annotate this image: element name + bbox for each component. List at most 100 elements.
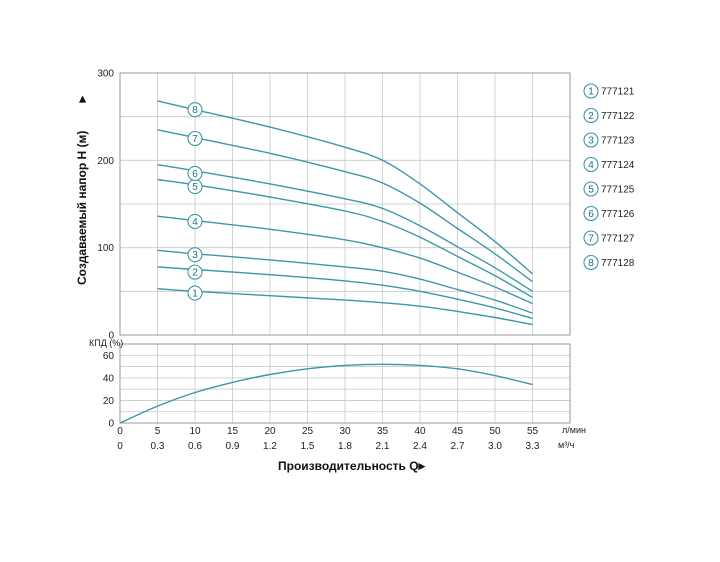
legend-code: 777124 — [601, 160, 635, 171]
curve-marker-number: 2 — [192, 268, 198, 279]
curve-marker-4: 4 — [187, 213, 203, 230]
x-tick-label-m3h: 2.4 — [413, 441, 427, 452]
legend-code: 777128 — [601, 258, 635, 269]
x-tick-label-m3h: 0.6 — [188, 441, 202, 452]
curve-marker-1: 1 — [187, 285, 203, 301]
curve-marker-6: 6 — [187, 165, 203, 181]
x-tick-label-lpm: 20 — [264, 426, 276, 437]
curve-marker-number: 6 — [192, 169, 198, 180]
curve-marker-number: 4 — [192, 217, 198, 228]
y-axis-title-group: Создаваемый напор H (м) ► — [75, 93, 89, 285]
head-y-tick-label: 300 — [97, 69, 114, 80]
head-y-tick-label: 200 — [97, 156, 114, 167]
head-curve-2 — [157, 266, 533, 320]
x-tick-label-m3h: 3.3 — [526, 441, 540, 452]
legend-item-6: 6 777126 — [583, 205, 635, 222]
x-tick-label-lpm: 10 — [189, 426, 201, 437]
y-axis-title-arrow: ► — [75, 93, 89, 105]
legend-number: 4 — [588, 160, 594, 171]
curve-marker-circle — [187, 285, 203, 301]
x-unit-m3h: м³/ч — [558, 440, 575, 450]
curve-marker-circle — [187, 264, 203, 280]
legend-code: 777125 — [601, 185, 635, 196]
efficiency-chart-frame — [119, 343, 571, 424]
x-tick-label-lpm: 55 — [527, 426, 539, 437]
legend-item-7: 7 777127 — [583, 230, 635, 246]
legend-code: 777121 — [601, 87, 635, 98]
efficiency-curves — [119, 363, 533, 424]
x-axis-title: Производительность Q — [278, 459, 419, 473]
legend-number: 3 — [588, 136, 594, 147]
efficiency-y-tick-label: 60 — [103, 351, 115, 362]
x-tick-label-m3h: 1.8 — [338, 441, 352, 452]
head-curve-7 — [157, 129, 533, 283]
x-tick-label-m3h: 2.1 — [376, 441, 390, 452]
efficiency-chart-grid — [120, 344, 570, 423]
head-y-tick-label: 0 — [108, 331, 114, 342]
efficiency-y-ticks: 0 20 40 60 — [103, 351, 115, 430]
legend-circle — [583, 254, 599, 271]
head-curve-4 — [157, 215, 533, 305]
curve-marker-circle — [187, 165, 203, 181]
x-tick-label-lpm: 40 — [414, 426, 426, 437]
curve-marker-circle — [187, 213, 203, 230]
head-y-ticks: 0 100 200 300 — [97, 69, 114, 342]
legend-item-4: 4 777124 — [583, 156, 635, 173]
legend-circle — [583, 156, 599, 173]
x-unit-lpm: л/мин — [562, 425, 586, 435]
x-tick-label-lpm: 5 — [155, 426, 161, 437]
legend-code: 777122 — [601, 111, 635, 122]
x-tick-label-lpm: 25 — [302, 426, 314, 437]
legend-circle — [583, 181, 599, 197]
head-curve-1 — [157, 288, 533, 326]
curve-marker-5: 5 — [187, 178, 203, 195]
legend-item-3: 3 777123 — [583, 132, 635, 148]
legend: 1 777121 2 777122 3 777123 4 777124 5 777125 6 7771… — [583, 83, 635, 271]
efficiency-y-tick-label: 0 — [108, 419, 114, 430]
head-curve-3 — [157, 249, 533, 314]
legend-number: 6 — [588, 209, 594, 220]
x-tick-label-m3h: 1.5 — [301, 441, 315, 452]
head-chart-frame — [119, 72, 571, 336]
efficiency-y-tick-label: 40 — [103, 373, 115, 384]
legend-number: 1 — [588, 87, 594, 98]
head-y-tick-label: 100 — [97, 243, 114, 254]
curve-marker-number: 1 — [192, 289, 198, 300]
legend-number: 7 — [588, 234, 594, 245]
legend-item-1: 1 777121 — [583, 83, 635, 99]
curve-marker-number: 7 — [192, 134, 198, 145]
x-axis-title-arrow: ► — [416, 459, 428, 473]
legend-circle — [583, 107, 599, 124]
x-tick-label-m3h: 1.2 — [263, 441, 277, 452]
legend-circle — [583, 132, 599, 148]
x-tick-label-m3h: 2.7 — [451, 441, 465, 452]
x-tick-label-lpm: 15 — [227, 426, 239, 437]
head-curve-6 — [157, 164, 533, 292]
curve-markers: 1 2 3 4 5 6 7 8 — [187, 102, 203, 301]
curve-marker-circle — [187, 130, 203, 147]
x-axis-title-group: Производительность Q ► — [278, 459, 428, 473]
y-axis-title: Создаваемый напор H (м) — [75, 131, 89, 285]
legend-code: 777127 — [601, 234, 635, 245]
x-tick-label-lpm: 45 — [452, 426, 464, 437]
legend-code: 777123 — [601, 136, 635, 147]
legend-circle — [583, 230, 599, 246]
x-tick-label-m3h: 0.9 — [226, 441, 240, 452]
efficiency-axis-label: КПД (%) — [89, 338, 123, 348]
x-tick-label-lpm: 35 — [377, 426, 389, 437]
legend-number: 2 — [588, 111, 594, 122]
x-tick-label-lpm: 30 — [339, 426, 351, 437]
legend-circle — [583, 205, 599, 222]
head-curves — [157, 100, 533, 326]
legend-item-2: 2 777122 — [583, 107, 635, 124]
curve-marker-7: 7 — [187, 130, 203, 147]
legend-number: 8 — [588, 258, 594, 269]
efficiency-y-tick-label: 20 — [103, 396, 115, 407]
legend-item-5: 5 777125 — [583, 181, 635, 197]
head-chart-grid — [120, 73, 570, 335]
legend-number: 5 — [588, 185, 594, 196]
efficiency-curve — [119, 363, 533, 424]
x-tick-label-lpm: 0 — [117, 426, 123, 437]
curve-marker-8: 8 — [187, 102, 203, 118]
